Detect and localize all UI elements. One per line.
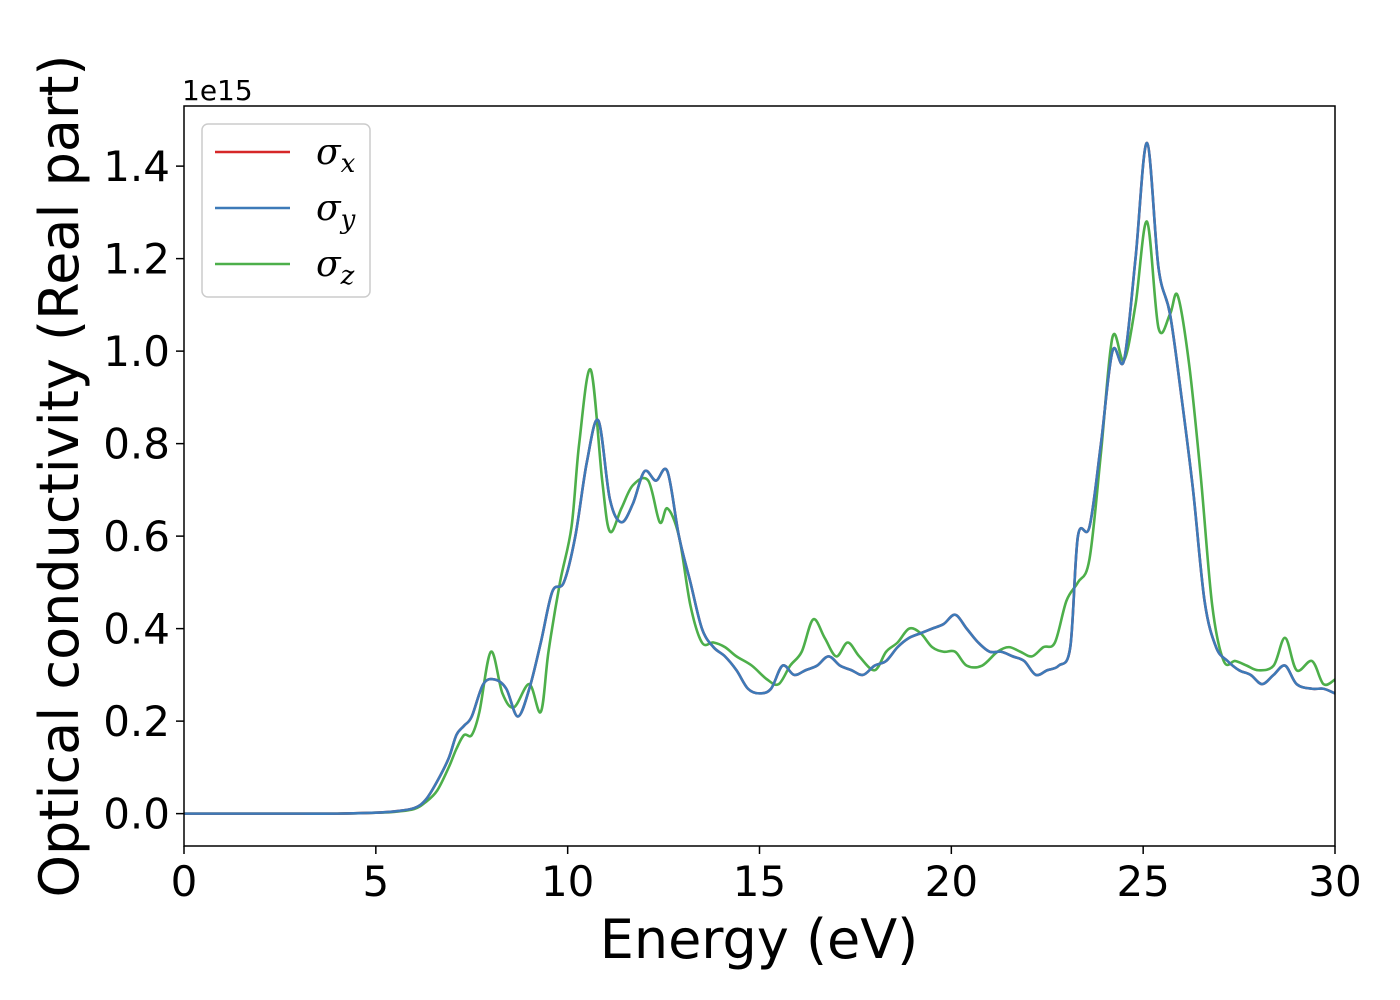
series-line-z: [184, 220, 1335, 815]
y-axis: 0.0 0.2 0.4 0.6 0.8 1.0 1.2 1.4: [103, 142, 184, 839]
legend-label-z: σz: [316, 244, 355, 291]
x-tick-label: 20: [925, 857, 978, 906]
x-axis: 0 5 10 15 20 25 30: [171, 846, 1362, 906]
x-tick-label: 5: [362, 857, 389, 906]
y-axis-label: Optical conductivity (Real part): [28, 55, 91, 898]
x-axis-label: Energy (eV): [600, 908, 919, 971]
legend: σx σy σz: [201, 123, 371, 298]
series-line-y: [184, 141, 1335, 815]
y-tick-label: 0.2: [103, 697, 170, 746]
x-tick-label: 0: [171, 857, 198, 906]
legend-label-y: σy: [316, 188, 356, 235]
x-tick-label: 15: [733, 857, 786, 906]
x-tick-label: 30: [1308, 857, 1361, 906]
x-tick-label: 10: [541, 857, 594, 906]
y-tick-label: 0.8: [103, 420, 170, 469]
series-layer: [184, 141, 1335, 815]
legend-frame: [201, 123, 371, 298]
y-tick-label: 1.2: [103, 235, 170, 284]
y-tick-label: 0.6: [103, 512, 170, 561]
legend-label-x: σx: [316, 132, 356, 179]
y-offset-label: 1e15: [182, 74, 253, 107]
y-tick-label: 1.4: [103, 142, 170, 191]
y-tick-label: 0.0: [103, 790, 170, 839]
y-tick-label: 0.4: [103, 605, 170, 654]
x-tick-label: 25: [1116, 857, 1169, 906]
y-tick-label: 1.0: [103, 327, 170, 376]
